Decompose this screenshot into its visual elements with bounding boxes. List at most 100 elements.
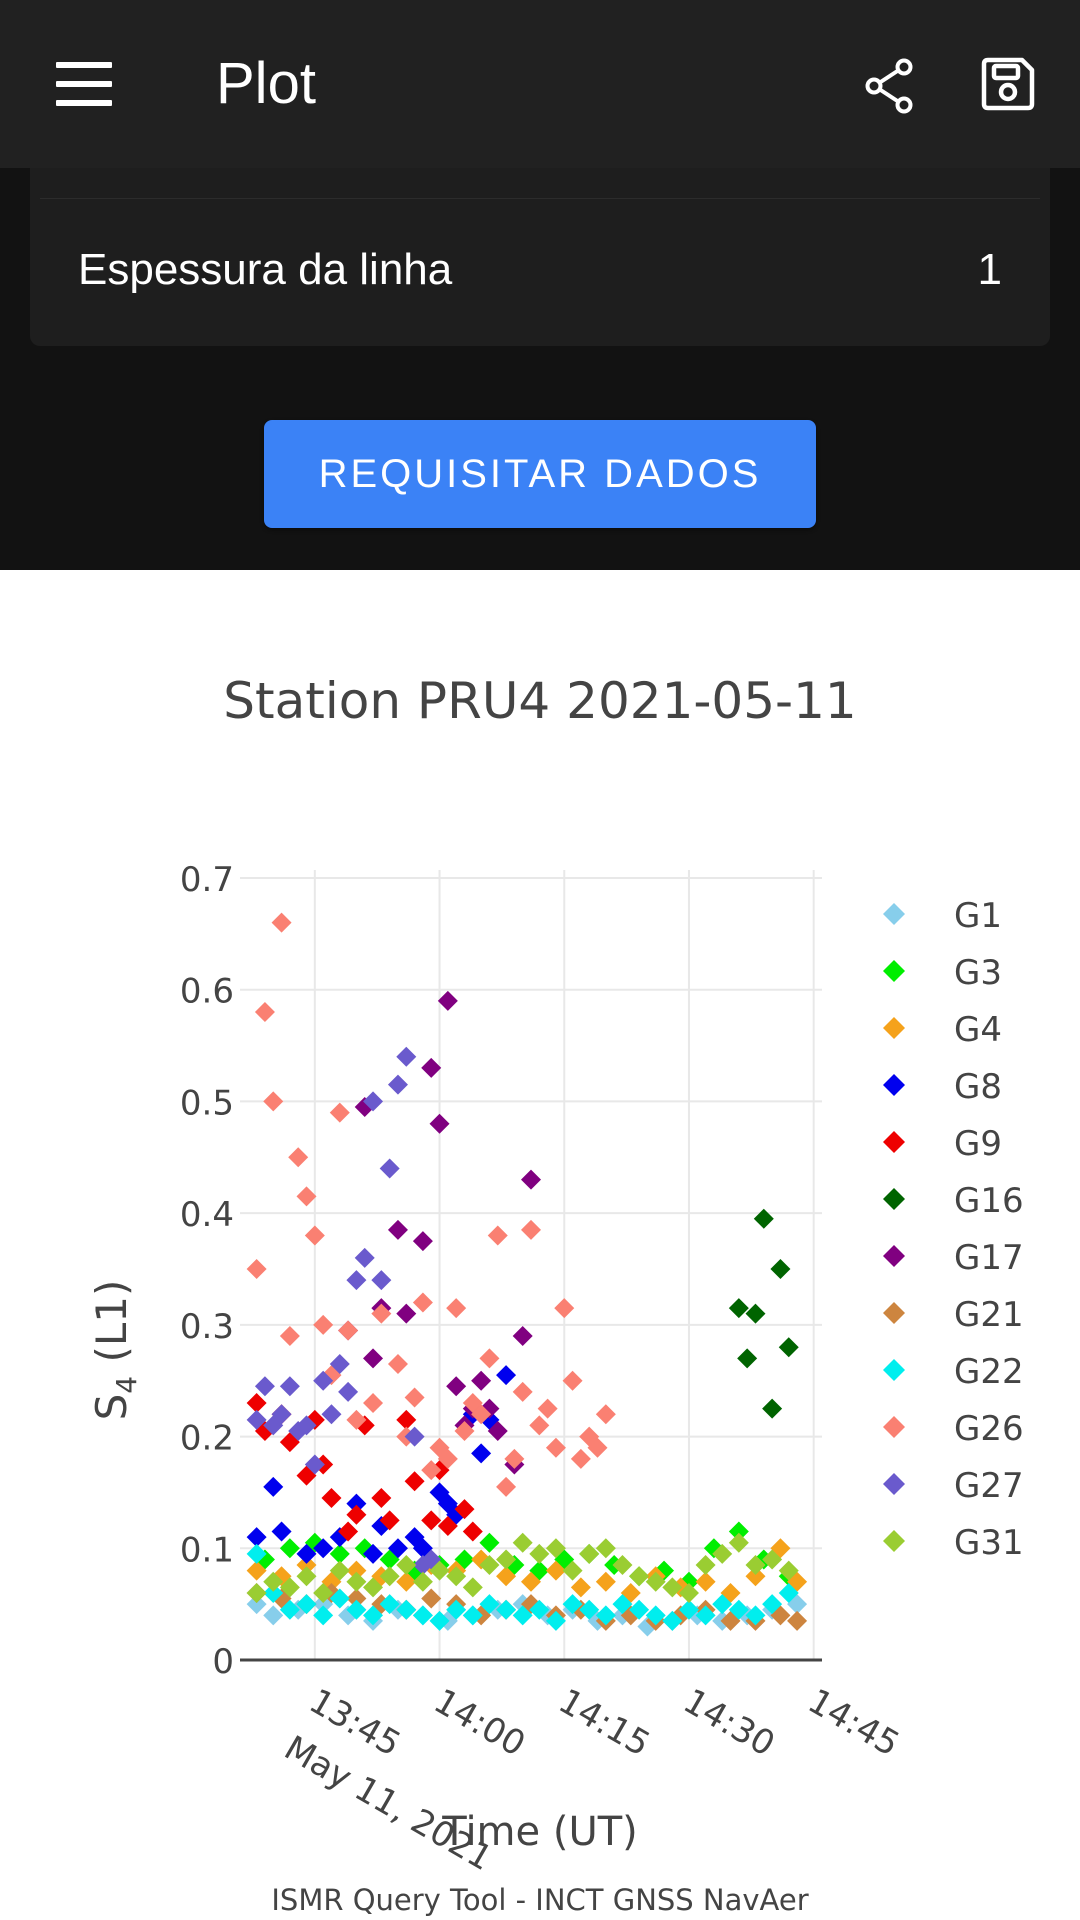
legend-label-g1[interactable]: G1 [954, 896, 1002, 936]
data-point-g26 [537, 1398, 558, 1419]
data-point-g26 [554, 1298, 575, 1319]
data-point-g26 [263, 1091, 284, 1112]
legend-marker-g17[interactable] [883, 1245, 905, 1267]
legend-label-g3[interactable]: G3 [954, 953, 1002, 993]
data-point-g22 [562, 1594, 583, 1615]
data-point-g27 [371, 1270, 392, 1291]
app-bar: Plot [0, 0, 1080, 168]
legend-marker-g9[interactable] [883, 1131, 905, 1153]
data-point-g31 [678, 1582, 699, 1603]
data-point-g21 [787, 1610, 808, 1631]
data-point-g9 [371, 1488, 392, 1509]
data-point-g27 [396, 1046, 417, 1067]
data-point-g26 [254, 1002, 275, 1023]
y-tick-label: 0.4 [180, 1195, 234, 1235]
data-point-g22 [446, 1599, 467, 1620]
legend-label-g8[interactable]: G8 [954, 1067, 1002, 1107]
legend-marker-g21[interactable] [883, 1302, 905, 1324]
data-point-g22 [279, 1599, 300, 1620]
data-point-g22 [263, 1582, 284, 1603]
data-point-g31 [346, 1571, 367, 1592]
legend-marker-g22[interactable] [883, 1359, 905, 1381]
save-icon[interactable] [978, 54, 1038, 114]
legend-label-g27[interactable]: G27 [954, 1466, 1024, 1506]
data-point-g22 [379, 1594, 400, 1615]
share-icon[interactable] [862, 58, 918, 114]
y-axis-title-sub: 4 [110, 1376, 143, 1394]
data-point-g8 [387, 1538, 408, 1559]
menu-icon[interactable] [56, 62, 112, 106]
data-point-g26 [437, 1448, 458, 1469]
legend-label-g9[interactable]: G9 [954, 1124, 1002, 1164]
y-tick-label: 0.1 [180, 1530, 234, 1570]
request-data-button[interactable]: REQUISITAR DADOS [264, 420, 816, 528]
legend-marker-g1[interactable] [883, 903, 905, 925]
legend-label-g26[interactable]: G26 [954, 1409, 1024, 1449]
x-tick-label: 14:15 [552, 1681, 657, 1765]
scatter-chart: 00.10.20.30.40.50.60.713:45 14:00 14:15 14:… [87, 672, 1024, 1879]
data-point-g26 [446, 1298, 467, 1319]
data-point-g9 [404, 1471, 425, 1492]
legend-marker-g31[interactable] [883, 1530, 905, 1552]
data-point-g16 [778, 1337, 799, 1358]
data-point-g22 [712, 1594, 733, 1615]
data-point-g26 [338, 1320, 359, 1341]
data-point-g31 [412, 1571, 433, 1592]
data-point-g26 [304, 1225, 325, 1246]
legend-label-g21[interactable]: G21 [954, 1295, 1024, 1335]
settings-card [30, 168, 1050, 346]
data-point-g22 [645, 1605, 666, 1626]
data-point-g31 [429, 1560, 450, 1581]
data-point-g31 [529, 1543, 550, 1564]
data-point-g17 [471, 1370, 492, 1391]
data-point-g3 [479, 1532, 500, 1553]
data-point-g17 [512, 1326, 533, 1347]
data-point-g16 [770, 1259, 791, 1279]
legend-label-g16[interactable]: G16 [954, 1181, 1024, 1221]
data-point-g27 [354, 1247, 375, 1268]
data-point-g31 [279, 1577, 300, 1598]
data-point-g22 [629, 1599, 650, 1620]
data-point-g16 [728, 1298, 749, 1319]
data-point-g22 [778, 1582, 799, 1603]
legend-label-g4[interactable]: G4 [954, 1010, 1002, 1050]
data-point-g16 [762, 1398, 783, 1419]
data-point-g31 [745, 1555, 766, 1576]
legend-label-g17[interactable]: G17 [954, 1238, 1024, 1278]
data-point-g27 [246, 1409, 267, 1430]
data-point-g26 [246, 1259, 267, 1279]
legend-marker-g8[interactable] [883, 1074, 905, 1096]
legend-marker-g27[interactable] [883, 1473, 905, 1495]
legend-marker-g16[interactable] [883, 1188, 905, 1210]
data-point-g22 [296, 1594, 317, 1615]
data-point-g27 [279, 1376, 300, 1397]
legend-label-g22[interactable]: G22 [954, 1352, 1024, 1392]
data-point-g26 [429, 1437, 450, 1458]
data-point-g26 [404, 1387, 425, 1408]
data-point-g31 [778, 1560, 799, 1581]
legend-marker-g4[interactable] [883, 1017, 905, 1039]
data-point-g22 [246, 1543, 267, 1564]
legend-label-g31[interactable]: G31 [954, 1523, 1024, 1563]
data-point-g22 [678, 1599, 699, 1620]
data-point-g31 [363, 1577, 384, 1598]
data-point-g16 [745, 1303, 766, 1324]
data-point-g17 [446, 1376, 467, 1397]
legend-marker-g26[interactable] [883, 1416, 905, 1438]
data-point-g4 [545, 1560, 566, 1581]
data-point-g3 [654, 1560, 675, 1581]
data-point-g8 [346, 1493, 367, 1514]
data-point-g31 [329, 1560, 350, 1581]
data-point-g26 [471, 1404, 492, 1425]
data-point-g8 [271, 1521, 292, 1542]
data-point-g22 [728, 1599, 749, 1620]
data-point-g3 [728, 1521, 749, 1542]
data-point-g17 [387, 1219, 408, 1240]
line-width-value[interactable]: 1 [977, 245, 1002, 294]
legend-marker-g3[interactable] [883, 960, 905, 982]
data-point-g22 [695, 1605, 716, 1626]
data-point-g31 [313, 1582, 334, 1603]
data-point-g26 [363, 1393, 384, 1414]
data-point-g9 [462, 1521, 483, 1542]
data-point-g3 [329, 1543, 350, 1564]
